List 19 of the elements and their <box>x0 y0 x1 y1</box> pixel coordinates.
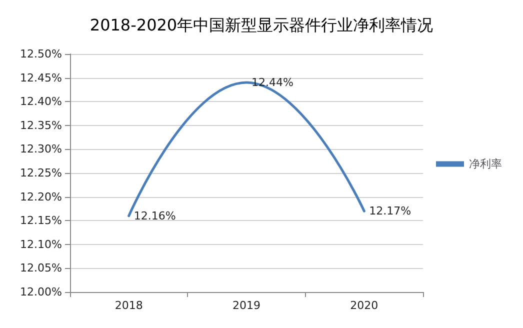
data-label: 12.44% <box>252 76 294 90</box>
y-tick-label: 12.30% <box>20 142 62 156</box>
y-tick-label: 12.45% <box>20 71 62 84</box>
y-tick-label: 12.50% <box>20 48 62 60</box>
chart-title: 2018-2020年中国新型显示器件行业净利率情况 <box>90 16 434 34</box>
y-tick-label: 12.05% <box>20 262 62 275</box>
y-tick-label: 12.35% <box>20 118 62 132</box>
y-tick-label: 12.25% <box>20 166 62 180</box>
y-tick-label: 12.00% <box>20 286 62 298</box>
y-tick-label: 12.10% <box>20 238 62 251</box>
x-tick-label: 2018 <box>114 299 143 312</box>
y-tick-label: 12.20% <box>20 190 62 204</box>
x-tick-label: 2019 <box>232 299 260 312</box>
y-tick-label: 12.40% <box>20 95 62 108</box>
data-label: 12.16% <box>134 209 176 222</box>
data-label: 12.17% <box>369 204 412 218</box>
y-tick-label: 12.15% <box>20 214 62 228</box>
legend-label: 净利率 <box>469 158 502 170</box>
x-tick-label: 2020 <box>350 299 378 312</box>
